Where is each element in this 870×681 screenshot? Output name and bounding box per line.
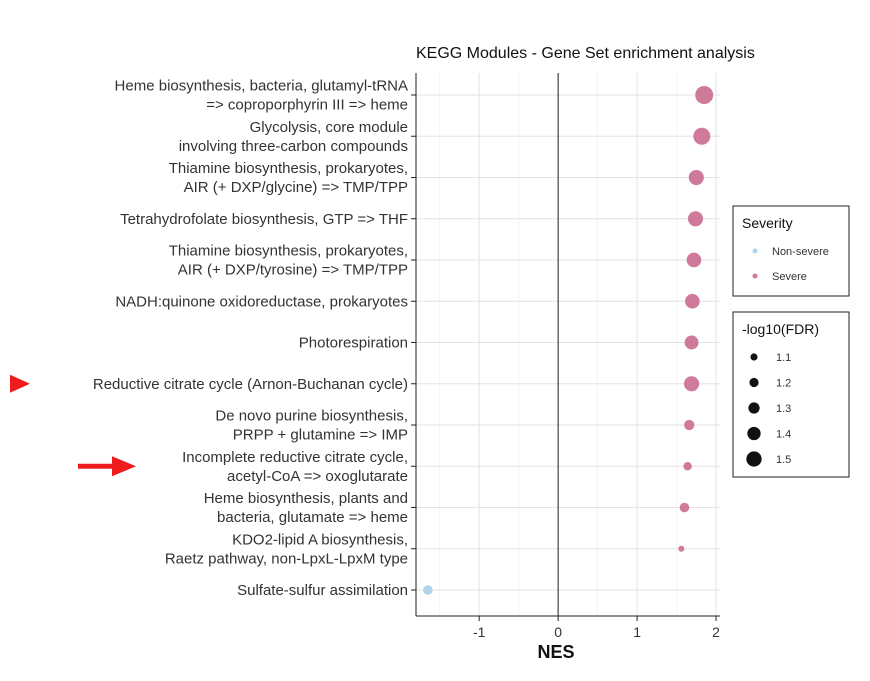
y-tick-label: KDO2-lipid A biosynthesis, Raetz pathway,… <box>165 531 408 567</box>
highlight-arrow-shaft <box>78 463 118 469</box>
legend-severity-box <box>732 205 850 297</box>
data-point <box>686 252 702 268</box>
data-point <box>685 293 700 309</box>
data-points <box>423 86 714 595</box>
x-axis-label: NES <box>537 642 574 662</box>
y-tick-label: Incomplete reductive citrate cycle, acety… <box>182 449 408 485</box>
y-tick-label: Thiamine biosynthesis, prokaryotes, AIR (… <box>169 160 408 196</box>
legend-size-key <box>750 353 758 361</box>
legend-severity-label: Severe <box>772 271 807 283</box>
legend-size-title: -log10(FDR) <box>742 321 819 337</box>
y-tick-label: Heme biosynthesis, bacteria, glutamyl-tR… <box>115 78 408 114</box>
legend-size-label: 1.5 <box>776 454 791 466</box>
data-point <box>684 335 699 350</box>
x-tick-label: 2 <box>712 624 720 640</box>
legend-size-key <box>749 377 759 388</box>
x-tick-label: 0 <box>554 624 562 640</box>
data-point <box>684 376 700 392</box>
legend-size-label: 1.4 <box>776 429 791 441</box>
highlight-arrow-icon <box>10 374 30 393</box>
highlight-arrow-icon <box>112 456 136 477</box>
y-tick-label: Photorespiration <box>299 335 408 352</box>
data-point <box>423 585 433 595</box>
data-point <box>679 502 690 513</box>
chart-title: KEGG Modules - Gene Set enrichment analy… <box>416 45 755 62</box>
legend-severity-label: Non-severe <box>772 246 829 258</box>
y-tick-label: Reductive citrate cycle (Arnon-Buchanan … <box>93 376 408 393</box>
data-point <box>695 86 714 104</box>
legend-severity: Severity Non-severe Severe <box>732 205 850 297</box>
x-tick-label: -1 <box>473 624 486 640</box>
legend-severity-key <box>752 273 758 279</box>
legend-size-label: 1.2 <box>776 378 791 390</box>
legend-size-label: 1.1 <box>776 352 791 364</box>
legend-severity-key <box>752 248 758 254</box>
legend-size-key <box>748 402 760 414</box>
data-point <box>693 127 711 145</box>
y-tick-label: Thiamine biosynthesis, prokaryotes, AIR (… <box>169 243 408 279</box>
y-tick-label: De novo purine biosynthesis, PRPP + gluta… <box>215 408 408 444</box>
y-tick-label: Tetrahydrofolate biosynthesis, GTP => TH… <box>120 211 408 228</box>
y-tick-label: Glycolysis, core module involving three-c… <box>179 119 408 155</box>
data-point <box>688 169 704 186</box>
y-tick-label: Heme biosynthesis, plants and bacteria, g… <box>204 490 408 526</box>
grid-lines <box>416 73 720 616</box>
data-point <box>684 419 695 431</box>
legend-size: -log10(FDR) 1.1 1.2 1.3 1.4 1.5 <box>732 311 850 478</box>
y-tick-label: NADH:quinone oxidoreductase, prokaryotes <box>115 293 408 310</box>
legend-size-key <box>746 451 762 467</box>
x-tick-label: 1 <box>633 624 641 640</box>
data-point <box>683 462 692 471</box>
y-tick-label: Sulfate-sulfur assimilation <box>237 582 408 599</box>
data-point <box>687 211 704 227</box>
legend-size-label: 1.3 <box>776 403 791 415</box>
legend-size-key <box>747 426 761 441</box>
legend-severity-title: Severity <box>742 215 793 231</box>
legend-size-box <box>732 311 850 478</box>
data-point <box>678 545 685 552</box>
